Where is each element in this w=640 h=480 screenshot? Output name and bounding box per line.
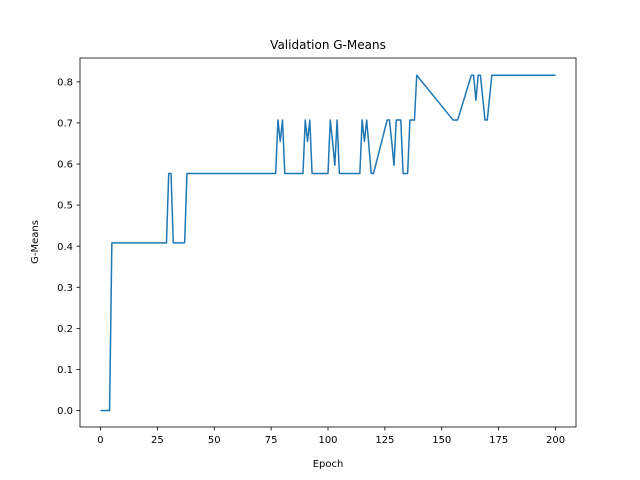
y-tick-label: 0.2 — [57, 324, 73, 335]
x-tick-label: 125 — [375, 435, 394, 446]
plot-area — [100, 74, 556, 412]
x-axis-ticks: 0 25 50 75 100 125 150 175 200 — [97, 427, 565, 446]
x-tick-label: 150 — [432, 435, 451, 446]
series-line — [100, 74, 556, 412]
y-axis-ticks: 0.0 0.1 0.2 0.3 0.4 0.5 0.6 0.7 0.8 — [57, 77, 80, 417]
y-axis-label: G-Means — [30, 220, 41, 264]
x-tick-label: 0 — [97, 435, 103, 446]
y-tick-label: 0.7 — [57, 119, 73, 130]
x-tick-label: 100 — [318, 435, 337, 446]
x-tick-label: 75 — [265, 435, 278, 446]
x-tick-label: 50 — [208, 435, 221, 446]
chart-title: Validation G-Means — [270, 38, 386, 52]
x-tick-label: 25 — [151, 435, 164, 446]
y-tick-label: 0.8 — [57, 77, 73, 88]
y-tick-label: 0.0 — [57, 406, 73, 417]
x-tick-label: 200 — [546, 435, 565, 446]
x-axis-label: Epoch — [313, 459, 344, 470]
y-tick-label: 0.3 — [57, 283, 73, 294]
y-tick-label: 0.1 — [57, 365, 73, 376]
y-tick-label: 0.4 — [57, 242, 73, 253]
y-tick-label: 0.6 — [57, 160, 73, 171]
x-tick-label: 175 — [489, 435, 508, 446]
y-tick-label: 0.5 — [57, 201, 73, 212]
